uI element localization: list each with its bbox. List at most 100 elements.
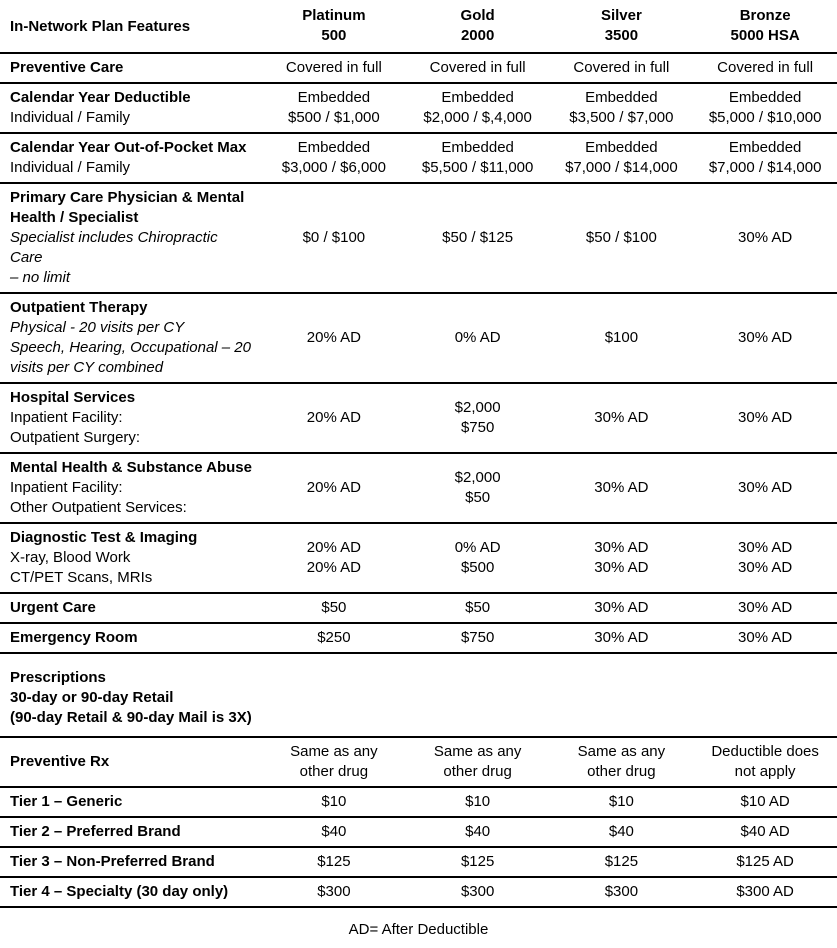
plan-name: Gold [460, 7, 495, 24]
value-line: $300 [317, 883, 351, 900]
feature-cell: Primary Care Physician & Mental Health / … [0, 188, 262, 288]
value-line: 20% AD [306, 479, 361, 496]
value-cell: $10 [406, 792, 550, 812]
value-cell: Covered in full [550, 58, 694, 78]
value-line: Embedded [728, 89, 802, 106]
value-cell: 0% AD $500 [406, 538, 550, 578]
value-line: 20% AD [306, 329, 361, 346]
plan-header-gold-2000: Gold 2000 [406, 6, 550, 46]
feature-line: Emergency Room [10, 629, 138, 646]
features-column-header: In-Network Plan Features [10, 17, 191, 35]
value-line: $50 / $125 [442, 229, 514, 246]
value-line: 0% AD [454, 539, 501, 556]
value-line: 30% AD [738, 559, 793, 576]
value-line: other drug [299, 763, 369, 780]
value-cell: Covered in full [693, 58, 837, 78]
medical-benefits-table: Preventive Care Covered in full Covered in… [0, 54, 837, 654]
feature-line: Specialist includes Chiropractic Care [10, 229, 218, 266]
prescriptions-table: Preventive Rx Same as any other drug Same a… [0, 738, 837, 908]
value-line: Embedded [297, 89, 371, 106]
value-line: $40 AD [740, 823, 790, 840]
feature-line: Tier 1 – Generic [10, 793, 123, 810]
feature-cell: Preventive Rx [0, 752, 262, 772]
value-line: 30% AD [738, 409, 793, 426]
feature-line: Health / Specialist [10, 209, 139, 226]
value-line: $3,000 / $6,000 [281, 159, 386, 176]
value-cell: $300 AD [693, 882, 837, 902]
value-cell: $40 [406, 822, 550, 842]
table-row-hospital-services: Hospital Services Inpatient Facility: Outp… [0, 384, 837, 454]
value-line: $500 / $1,000 [287, 109, 380, 126]
value-line: $7,000 / $14,000 [708, 159, 822, 176]
value-line: 30% AD [594, 559, 649, 576]
value-line: $500 [460, 559, 495, 576]
value-cell: 30% AD [693, 228, 837, 248]
value-line: $50 / $100 [585, 229, 657, 246]
value-cell: 30% AD [693, 408, 837, 428]
value-cell: 30% AD [550, 598, 694, 618]
feature-cell: Urgent Care [0, 598, 262, 618]
value-cell: 30% AD [550, 628, 694, 648]
value-line: Embedded [441, 139, 514, 156]
value-line: $100 [604, 329, 639, 346]
value-line: 20% AD [306, 539, 361, 556]
value-line: $300 [604, 883, 639, 900]
value-cell: $125 [550, 852, 694, 872]
value-line: $10 AD [740, 793, 790, 810]
value-cell: 30% AD [693, 328, 837, 348]
plan-tier: 2000 [460, 27, 495, 44]
value-line: $40 [608, 823, 634, 840]
feature-line: Hospital Services [10, 389, 136, 406]
value-cell: $10 [262, 792, 406, 812]
value-cell: 30% AD [693, 628, 837, 648]
feature-line: Preventive Rx [10, 753, 110, 770]
value-cell: $40 [550, 822, 694, 842]
value-cell: $10 AD [693, 792, 837, 812]
feature-line: Physical - 20 visits per CY [10, 319, 185, 336]
value-line: $40 [321, 823, 347, 840]
table-row-tier-4-specialty: Tier 4 – Specialty (30 day only) $300 $300… [0, 878, 837, 908]
value-line: other drug [587, 763, 656, 780]
value-cell: $50 / $100 [550, 228, 694, 248]
table-row-emergency-room: Emergency Room $250 $750 30% AD 30% AD [0, 624, 837, 654]
feature-line: Calendar Year Deductible [10, 89, 191, 106]
value-cell: 20% AD 20% AD [262, 538, 406, 578]
value-line: Embedded [585, 89, 658, 106]
value-cell: $750 [406, 628, 550, 648]
prescriptions-heading-line: Prescriptions [10, 669, 106, 686]
value-line: $300 [460, 883, 495, 900]
feature-line: CT/PET Scans, MRIs [10, 569, 153, 586]
table-row-primary-care-physician-specialist: Primary Care Physician & Mental Health / … [0, 184, 837, 294]
table-header-row: In-Network Plan Features Platinum 500 Go… [0, 0, 837, 54]
table-row-preventive-rx: Preventive Rx Same as any other drug Same a… [0, 738, 837, 788]
value-cell: Embedded $5,500 / $11,000 [406, 138, 550, 178]
value-line: $10 [608, 793, 634, 810]
value-cell: Same as any other drug [550, 742, 694, 782]
feature-line: Other Outpatient Services: [10, 499, 187, 516]
value-cell: 30% AD [693, 598, 837, 618]
value-cell: $250 [262, 628, 406, 648]
feature-line: Outpatient Therapy [10, 299, 148, 316]
feature-cell: Tier 2 – Preferred Brand [0, 822, 262, 842]
value-line: $10 [321, 793, 347, 810]
feature-line: Individual / Family [10, 109, 131, 126]
value-cell: 30% AD 30% AD [693, 538, 837, 578]
feature-line: Tier 3 – Non-Preferred Brand [10, 853, 215, 870]
value-cell: $300 [550, 882, 694, 902]
feature-line: Inpatient Facility: [10, 409, 123, 426]
value-line: Embedded [728, 139, 802, 156]
feature-cell: Tier 3 – Non-Preferred Brand [0, 852, 262, 872]
feature-line: Speech, Hearing, Occupational – 20 [10, 339, 251, 356]
value-cell: Embedded $500 / $1,000 [262, 88, 406, 128]
value-line: Same as any [577, 743, 666, 760]
value-line: $5,000 / $10,000 [708, 109, 822, 126]
value-line: 20% AD [306, 559, 361, 576]
value-line: $2,000 [454, 469, 501, 486]
value-line: Embedded [585, 139, 658, 156]
value-line: $250 [317, 629, 351, 646]
value-cell: Embedded $5,000 / $10,000 [693, 88, 837, 128]
value-line: $3,500 / $7,000 [569, 109, 674, 126]
value-line: Embedded [297, 139, 371, 156]
table-row-calendar-year-out-of-pocket-max: Calendar Year Out-of-Pocket Max Individua… [0, 134, 837, 184]
value-line: $10 [465, 793, 491, 810]
